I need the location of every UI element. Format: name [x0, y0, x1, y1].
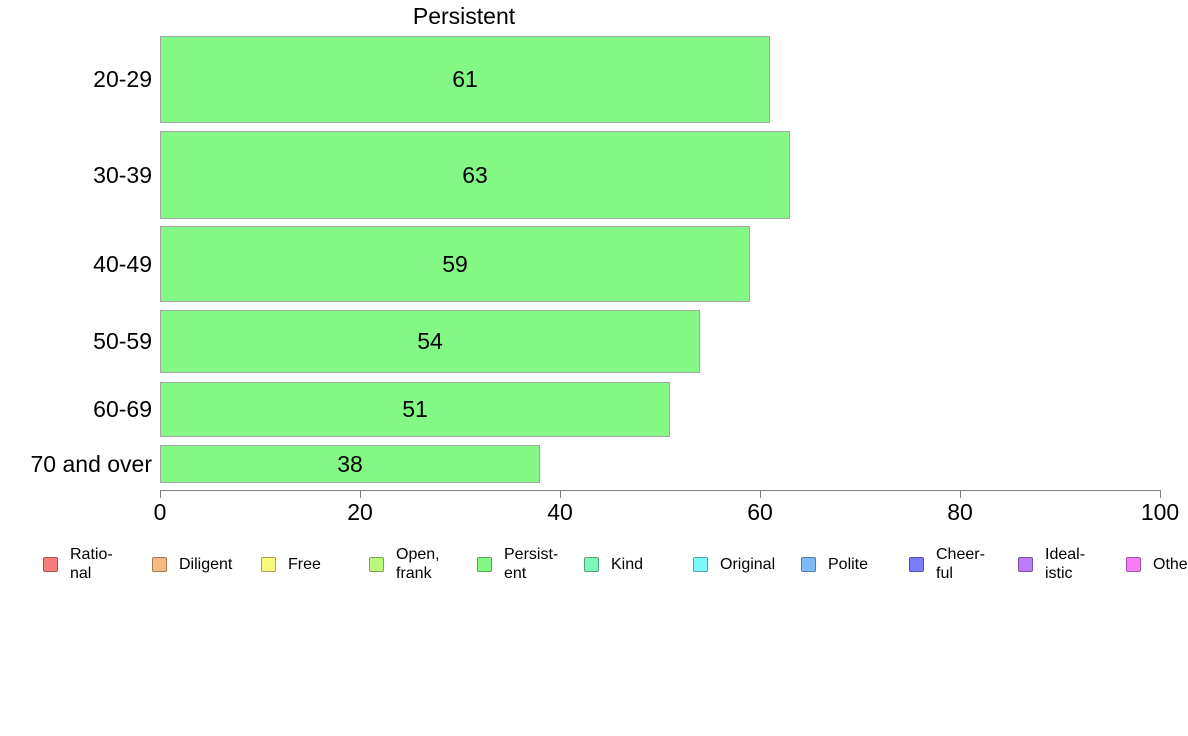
legend-item-label: Free: [288, 555, 321, 573]
legend-swatch-icon: [477, 556, 492, 572]
x-axis-tick-label: 20: [347, 499, 373, 525]
bar-value-label: 59: [442, 251, 468, 277]
legend-item-cheerful[interactable]: Cheer-ful: [909, 544, 985, 584]
legend-swatch-icon: [909, 556, 924, 572]
x-axis-tick-label: 60: [747, 499, 773, 525]
x-axis: 0 20 40 60 80 100: [154, 490, 1179, 531]
legend-item-persistent[interactable]: Persist-ent: [477, 544, 558, 584]
legend-swatch-icon: [369, 556, 384, 572]
legend-item-diligent[interactable]: Diligent: [152, 544, 232, 584]
bar-value-label: 38: [337, 451, 363, 477]
legend-item-rational[interactable]: Ratio-nal: [43, 544, 113, 584]
bar-40-49[interactable]: 59: [160, 226, 750, 302]
legend-item-label: Kind: [611, 555, 644, 573]
legend-item-free[interactable]: Free: [261, 544, 321, 584]
category-label: 40-49: [93, 251, 152, 277]
legend-item-label: Cheer-ful: [936, 546, 985, 582]
bar-value-label: 61: [452, 66, 478, 92]
legend-item-polite[interactable]: Polite: [801, 544, 868, 584]
legend-item-label: Persist-ent: [504, 546, 559, 582]
legend-swatch-icon: [43, 556, 58, 572]
x-axis-tick: [360, 491, 361, 498]
category-label: 60-69: [93, 396, 152, 422]
x-axis-tick: [160, 491, 161, 498]
legend-item-label: Ideal-istic: [1045, 546, 1086, 582]
legend-swatch-icon: [1018, 556, 1033, 572]
x-axis-tick-label: 0: [153, 499, 167, 525]
legend-item-kind[interactable]: Kind: [584, 544, 643, 584]
bar-50-59[interactable]: 54: [160, 310, 700, 373]
legend-swatch-icon: [261, 556, 276, 572]
chart-title: Persistent: [412, 3, 516, 29]
legend-item-label: Other: [1153, 555, 1188, 573]
legend-item-idealistic[interactable]: Ideal-istic: [1018, 544, 1085, 584]
legend-item-open-frank[interactable]: Open, frank: [369, 544, 440, 584]
legend-item-label: Diligent: [179, 555, 233, 573]
category-label: 30-39: [93, 162, 152, 188]
x-axis-tick: [1160, 491, 1161, 498]
bar-value-label: 51: [402, 396, 428, 422]
x-axis-tick-label: 80: [947, 499, 973, 525]
legend-swatch-icon: [801, 556, 816, 572]
bar-70-and-over[interactable]: 38: [160, 445, 540, 483]
legend-item-other[interactable]: Other: [1126, 544, 1188, 584]
bar-60-69[interactable]: 51: [160, 382, 670, 437]
category-label: 50-59: [93, 328, 152, 354]
x-axis-tick-label: 100: [1140, 499, 1180, 525]
plot-area: 61 63 59 54 51 38: [160, 0, 1161, 490]
legend-swatch-icon: [152, 556, 167, 572]
legend-item-label: Ratio-nal: [70, 546, 113, 582]
bar-value-label: 63: [462, 162, 488, 188]
legend-item-original[interactable]: Original: [693, 544, 775, 584]
category-label: 70 and over: [30, 451, 152, 477]
x-axis-tick: [760, 491, 761, 498]
legend-item-label: Polite: [828, 555, 869, 573]
legend-swatch-icon: [584, 556, 599, 572]
x-axis-tick: [560, 491, 561, 498]
y-axis-category-labels: 20-29 30-39 40-49 50-59 60-69 70 and over: [0, 0, 152, 490]
legend-swatch-icon: [693, 556, 708, 572]
bar-30-39[interactable]: 63: [160, 131, 790, 219]
bar-value-label: 54: [417, 328, 443, 354]
x-axis-tick: [960, 491, 961, 498]
legend-item-label: Open, frank: [396, 546, 440, 582]
legend: Ratio-nal Diligent Free Open, frank Persist-e…: [0, 544, 1188, 584]
x-axis-tick-label: 40: [547, 499, 573, 525]
legend-swatch-icon: [1126, 556, 1141, 572]
category-label: 20-29: [93, 66, 152, 92]
legend-item-label: Original: [720, 555, 776, 573]
bar-20-29[interactable]: 61: [160, 36, 770, 123]
